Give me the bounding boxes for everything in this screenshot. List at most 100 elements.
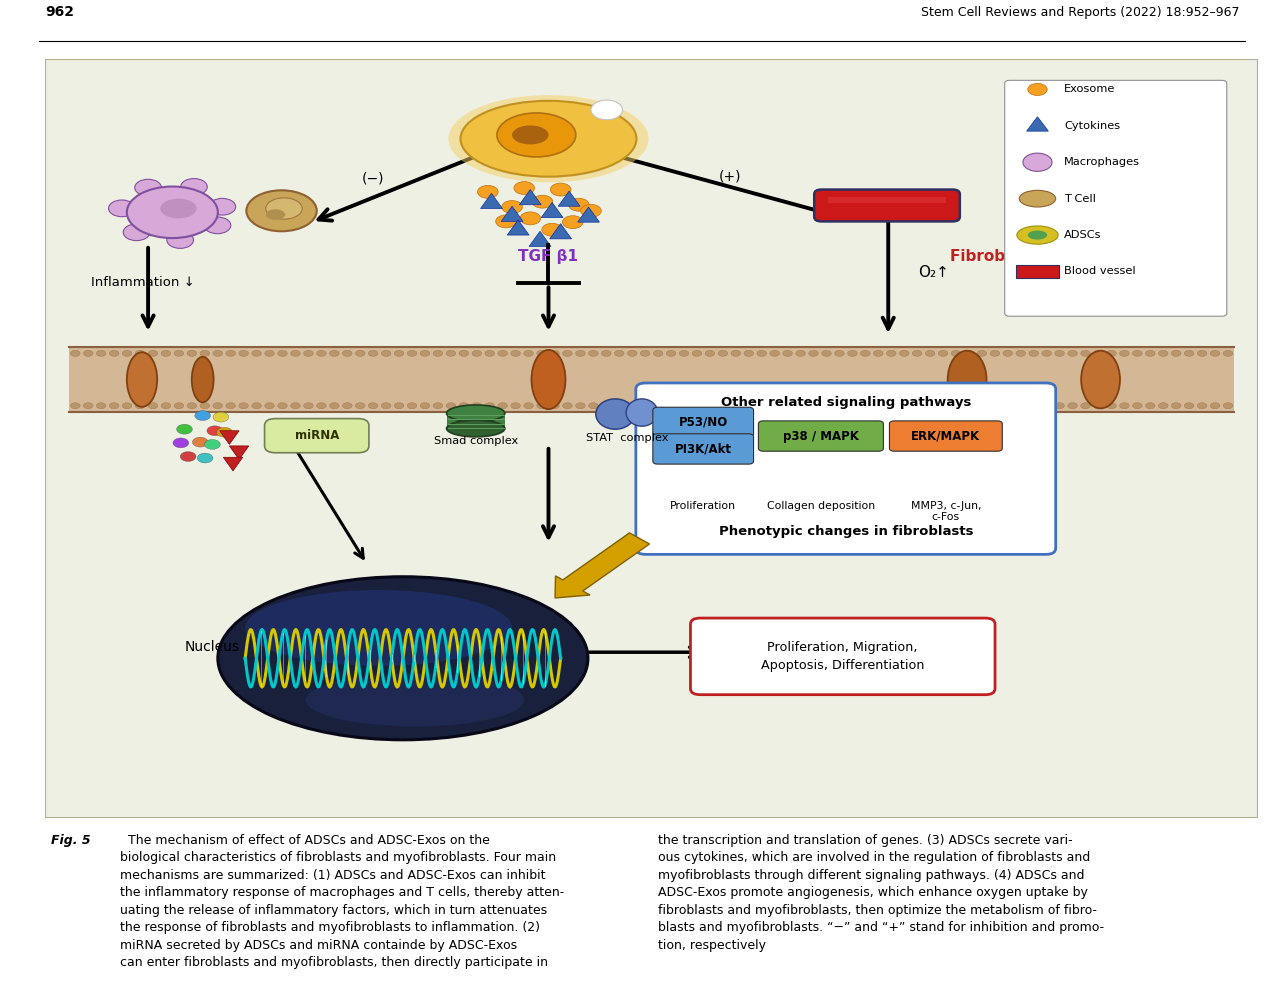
Circle shape — [180, 451, 196, 461]
Circle shape — [551, 183, 571, 196]
Circle shape — [446, 403, 456, 409]
Text: Smad complex: Smad complex — [434, 436, 517, 446]
Text: Inflammation ↓: Inflammation ↓ — [91, 277, 195, 290]
Circle shape — [873, 351, 883, 357]
Circle shape — [252, 351, 262, 357]
Circle shape — [601, 403, 611, 409]
Circle shape — [899, 351, 909, 357]
Circle shape — [1171, 351, 1181, 357]
Circle shape — [173, 438, 189, 448]
Circle shape — [193, 437, 208, 447]
Ellipse shape — [1019, 190, 1055, 207]
Circle shape — [195, 411, 211, 421]
Circle shape — [1145, 351, 1156, 357]
Text: STAT  complex: STAT complex — [586, 433, 669, 443]
Polygon shape — [1027, 117, 1049, 131]
Text: Cytokines: Cytokines — [1064, 121, 1121, 131]
Ellipse shape — [512, 125, 548, 145]
Circle shape — [407, 351, 417, 357]
Circle shape — [277, 351, 288, 357]
Circle shape — [1197, 351, 1207, 357]
FancyBboxPatch shape — [636, 383, 1055, 555]
Circle shape — [1041, 403, 1052, 409]
Text: (+): (+) — [719, 169, 742, 183]
Ellipse shape — [127, 353, 157, 407]
Circle shape — [860, 403, 871, 409]
FancyBboxPatch shape — [759, 421, 883, 451]
Circle shape — [718, 351, 728, 357]
Circle shape — [109, 351, 119, 357]
Circle shape — [239, 351, 249, 357]
Circle shape — [369, 351, 377, 357]
Circle shape — [109, 403, 119, 409]
Circle shape — [1016, 351, 1026, 357]
Circle shape — [239, 403, 249, 409]
Circle shape — [575, 403, 586, 409]
Circle shape — [705, 403, 715, 409]
Circle shape — [207, 426, 222, 435]
Circle shape — [226, 403, 235, 409]
Circle shape — [83, 403, 92, 409]
Text: TGF β1: TGF β1 — [519, 249, 579, 264]
Circle shape — [537, 403, 547, 409]
Text: MMP3, c-Jun,
c-Fos: MMP3, c-Jun, c-Fos — [910, 500, 981, 522]
Circle shape — [1068, 403, 1077, 409]
Circle shape — [458, 403, 469, 409]
Circle shape — [458, 351, 469, 357]
Circle shape — [873, 403, 883, 409]
Circle shape — [446, 351, 456, 357]
Circle shape — [809, 351, 818, 357]
Circle shape — [204, 217, 231, 233]
Circle shape — [303, 403, 313, 409]
Circle shape — [964, 403, 973, 409]
Circle shape — [1132, 351, 1143, 357]
Circle shape — [1003, 403, 1013, 409]
Polygon shape — [220, 430, 239, 444]
Ellipse shape — [497, 113, 575, 157]
Circle shape — [381, 351, 390, 357]
Circle shape — [1224, 351, 1233, 357]
Circle shape — [550, 403, 560, 409]
Text: Exosome: Exosome — [1064, 85, 1116, 95]
Circle shape — [628, 351, 637, 357]
Circle shape — [1028, 351, 1039, 357]
Circle shape — [394, 351, 404, 357]
Circle shape — [666, 403, 675, 409]
FancyBboxPatch shape — [890, 421, 1003, 451]
Circle shape — [756, 351, 767, 357]
Circle shape — [939, 351, 948, 357]
Ellipse shape — [448, 96, 648, 182]
Circle shape — [926, 351, 935, 357]
Circle shape — [511, 403, 520, 409]
Circle shape — [213, 403, 222, 409]
Ellipse shape — [160, 199, 196, 219]
Circle shape — [135, 179, 162, 196]
Circle shape — [542, 224, 562, 236]
Polygon shape — [519, 189, 542, 205]
Circle shape — [265, 403, 275, 409]
Circle shape — [977, 351, 987, 357]
Text: T Cell: T Cell — [1064, 194, 1097, 204]
Circle shape — [148, 351, 158, 357]
Text: Proliferation: Proliferation — [670, 500, 736, 510]
Ellipse shape — [306, 674, 524, 727]
Ellipse shape — [1027, 230, 1048, 239]
Text: PI3K/Akt: PI3K/Akt — [674, 442, 732, 455]
Circle shape — [473, 403, 482, 409]
Circle shape — [420, 351, 430, 357]
Text: Macrophages: Macrophages — [1064, 158, 1140, 167]
Circle shape — [860, 351, 871, 357]
Circle shape — [213, 412, 229, 422]
Polygon shape — [480, 193, 502, 209]
Circle shape — [835, 351, 845, 357]
Circle shape — [1120, 351, 1129, 357]
Ellipse shape — [532, 350, 565, 409]
Circle shape — [290, 351, 300, 357]
Circle shape — [511, 351, 520, 357]
Ellipse shape — [447, 405, 505, 422]
Circle shape — [187, 403, 196, 409]
Circle shape — [1197, 403, 1207, 409]
Circle shape — [514, 181, 534, 194]
Circle shape — [316, 403, 326, 409]
Text: The mechanism of effect of ADSCs and ADSC-Exos on the
biological characteristics: The mechanism of effect of ADSCs and ADS… — [121, 833, 565, 969]
